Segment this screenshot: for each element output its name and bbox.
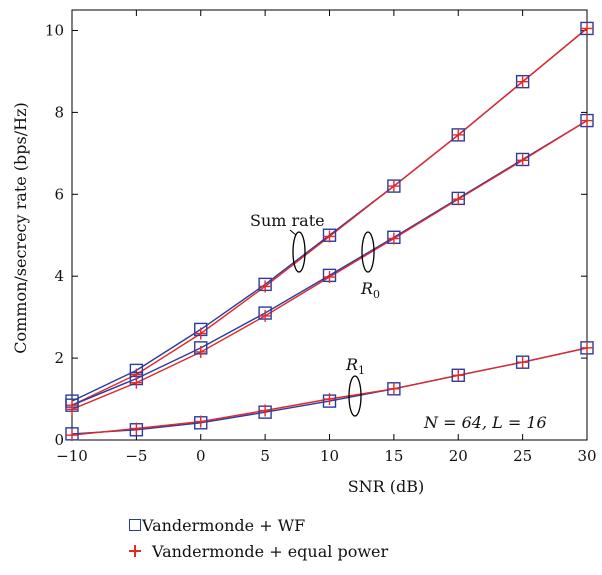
- legend-label-wf: Vandermonde + WF: [142, 515, 306, 535]
- x-tick-label: 5: [260, 447, 270, 465]
- data-point-plus: [516, 154, 529, 167]
- annotation-r1-base: R: [345, 355, 358, 374]
- data-point-plus: [323, 393, 336, 406]
- data-point-plus: [323, 230, 336, 243]
- legend-item-wf: Vandermonde + WF: [128, 512, 388, 538]
- y-axis-label: Common/secrecy rate (bps/Hz): [11, 102, 30, 354]
- data-point-plus: [581, 22, 593, 35]
- annotation-r1-ellipse: [348, 375, 362, 417]
- annotation-params: N = 64, L = 16: [423, 413, 547, 432]
- annotation-sum-rate-ellipse: [292, 231, 306, 273]
- data-point-plus: [194, 345, 207, 358]
- x-tick-label: 30: [577, 447, 596, 465]
- data-point-plus: [194, 327, 207, 340]
- annotation-sum-rate: Sum rate: [250, 211, 325, 230]
- data-point-plus: [452, 369, 465, 382]
- x-tick-label: 25: [513, 447, 532, 465]
- data-point-plus: [259, 404, 272, 417]
- annotation-r1: R1: [345, 355, 365, 377]
- annotation-r1-sub: 1: [358, 364, 365, 377]
- data-point-plus: [452, 128, 465, 141]
- data-point-plus: [387, 382, 400, 395]
- x-axis-label: SNR (dB): [348, 477, 425, 496]
- data-point-plus: [581, 114, 593, 127]
- data-point-plus: [323, 271, 336, 284]
- square-marker-icon: [129, 519, 141, 531]
- x-tick-label: −5: [125, 447, 147, 465]
- x-tick-label: 15: [384, 447, 403, 465]
- y-tick-label: 6: [54, 185, 64, 203]
- data-point-plus: [259, 280, 272, 293]
- data-point-plus: [130, 376, 143, 389]
- annotation-sum-rate-leader: [289, 229, 297, 236]
- y-tick-label: 10: [45, 21, 64, 39]
- legend-label-equal-power: Vandermonde + equal power: [152, 541, 389, 561]
- data-point-plus: [66, 403, 78, 416]
- data-point-plus: [387, 232, 400, 245]
- data-point-plus: [452, 193, 465, 206]
- x-tick-label: 10: [320, 447, 339, 465]
- annotation-r0-base: R: [360, 279, 373, 298]
- plot-border: [71, 9, 588, 441]
- x-tick-label: 20: [449, 447, 468, 465]
- plus-marker-icon: [128, 544, 142, 558]
- data-point-plus: [516, 75, 529, 88]
- annotation-r0: R0: [360, 279, 380, 301]
- annotation-r0-ellipse: [361, 231, 375, 273]
- data-point-plus: [581, 341, 593, 354]
- annotation-r0-sub: 0: [373, 288, 380, 301]
- legend-item-equal-power: Vandermonde + equal power: [128, 538, 388, 564]
- y-tick-label: 2: [54, 349, 64, 367]
- legend: Vandermonde + WF Vandermonde + equal pow…: [128, 512, 388, 564]
- x-tick-label: 0: [196, 447, 206, 465]
- x-tick-label: −10: [56, 447, 88, 465]
- data-point-plus: [194, 415, 207, 428]
- data-point-plus: [259, 309, 272, 322]
- series-markers: [65, 21, 594, 442]
- data-point-plus: [66, 429, 78, 442]
- series-line-sum-plus: [71, 27, 588, 406]
- y-tick-label: 4: [54, 267, 64, 285]
- data-point-plus: [516, 356, 529, 369]
- series-line-sum-square: [71, 27, 588, 402]
- data-point-plus: [387, 180, 400, 193]
- y-tick-label: 8: [54, 103, 64, 121]
- data-point-plus: [130, 422, 143, 435]
- y-tick-label: 0: [54, 431, 64, 449]
- plot-frame: [71, 9, 588, 441]
